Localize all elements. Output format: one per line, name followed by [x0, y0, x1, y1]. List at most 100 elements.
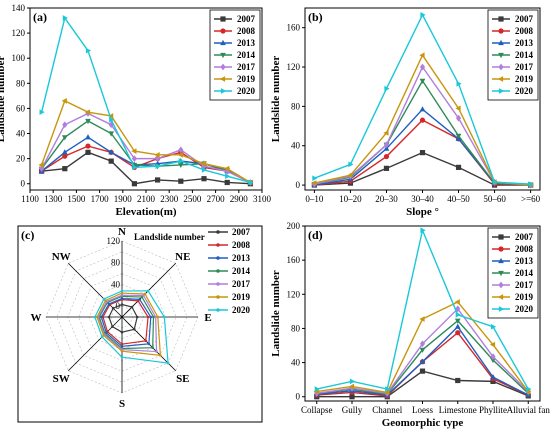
series-2020 — [314, 227, 532, 392]
data-point — [143, 292, 147, 296]
y-tick-label: 40 — [16, 129, 26, 139]
direction-label: NE — [175, 251, 190, 263]
y-axis-label: Landslide number — [270, 270, 282, 357]
series-2020 — [312, 12, 534, 187]
data-point — [138, 298, 141, 301]
legend-marker — [498, 39, 504, 46]
x-tick-label: 40–50 — [447, 194, 470, 204]
legend-marker — [498, 246, 504, 252]
data-point — [120, 297, 124, 300]
data-point — [155, 350, 158, 353]
data-point — [177, 162, 184, 169]
x-tick-label: 1300 — [44, 194, 63, 204]
legend-marker — [220, 28, 226, 34]
panel-label: (b) — [308, 10, 323, 24]
data-point — [419, 347, 426, 353]
series-2014 — [313, 318, 532, 398]
data-point — [131, 155, 137, 163]
data-point — [420, 12, 426, 18]
legend-marker — [216, 230, 220, 234]
y-tick-label: 120 — [287, 289, 301, 299]
radial-tick-label: 40 — [111, 279, 121, 289]
x-tick-label: 2500 — [183, 194, 202, 204]
legend-marker — [498, 28, 504, 34]
data-point — [384, 389, 390, 396]
x-tick-label: 0–10 — [305, 194, 324, 204]
data-point — [85, 47, 92, 54]
series-2007 — [107, 303, 139, 334]
x-tick-label: Channel — [372, 405, 402, 415]
legend-marker — [498, 88, 505, 94]
x-tick-label: Phyllite — [479, 405, 507, 415]
x-tick-label: 30–40 — [411, 194, 434, 204]
data-point — [490, 357, 496, 364]
legend: 2007 2008 2013 2014 2017 2019 2020 — [208, 227, 251, 315]
data-point — [85, 134, 91, 140]
panel-a: 1100 1300 1500 1700 1900 2100 2300 2500 2700 2900… — [0, 3, 272, 218]
legend-marker — [220, 88, 227, 94]
x-tick-label: 2700 — [207, 194, 226, 204]
legend-label: 2020 — [232, 305, 251, 315]
data-point — [131, 148, 137, 154]
legend-label: 2014 — [232, 266, 251, 276]
y-tick-label: 60 — [16, 103, 26, 113]
series-line-2007 — [41, 151, 251, 185]
panel-label: (c) — [21, 228, 34, 242]
data-point — [419, 358, 426, 364]
data-point — [347, 172, 353, 179]
series-line-2014 — [41, 120, 251, 184]
chart-title: Landslide number — [134, 232, 205, 242]
series-line-2019 — [40, 99, 251, 184]
legend-label: 2013 — [515, 38, 534, 48]
radial-tick-label: 120 — [107, 236, 121, 246]
data-point — [455, 164, 462, 170]
data-point — [454, 323, 461, 329]
legend-label: 2007 — [515, 232, 534, 242]
y-tick-label: 120 — [12, 28, 26, 38]
y-tick-label: 160 — [287, 23, 301, 33]
legend-label: 2014 — [237, 50, 256, 60]
legend-label: 2013 — [232, 253, 251, 263]
data-point — [419, 340, 426, 348]
data-point — [132, 327, 136, 331]
x-axis-label: Geomorphic type — [382, 417, 464, 429]
data-point — [419, 52, 425, 59]
legend-label: 2017 — [232, 279, 251, 289]
data-point — [109, 116, 115, 123]
x-tick-label: >=60 — [521, 194, 541, 204]
x-tick-label: Collapse — [301, 405, 333, 415]
y-tick-label: 0 — [296, 180, 301, 190]
data-point — [314, 386, 320, 392]
legend-marker — [498, 234, 504, 240]
data-point — [108, 113, 114, 119]
data-point — [62, 153, 68, 159]
data-point — [225, 173, 231, 180]
x-tick-label: 3100 — [253, 194, 272, 204]
legend-marker — [220, 16, 226, 22]
data-point — [146, 315, 150, 319]
data-point — [120, 345, 124, 348]
legend-box — [487, 227, 539, 319]
series-2013 — [100, 297, 153, 348]
series-2020 — [93, 289, 170, 365]
data-point — [111, 306, 115, 310]
data-point — [166, 361, 170, 365]
legend-marker — [216, 295, 220, 299]
legend-marker — [216, 256, 220, 260]
data-point — [383, 153, 390, 160]
legend-label: 2014 — [515, 268, 534, 278]
data-point — [111, 325, 114, 328]
data-point — [419, 78, 426, 84]
data-point — [155, 177, 161, 183]
legend-marker — [220, 52, 226, 59]
data-point — [120, 355, 124, 359]
legend-marker — [498, 306, 505, 312]
panel-b: 0–10 10–20 20–30 30–40 40–50 50–60 >=60 0 40 80 12… — [270, 7, 541, 218]
data-point — [455, 105, 461, 112]
data-point — [200, 160, 207, 167]
legend: 2007 2008 2013 2014 2017 2019 2020 — [487, 9, 539, 101]
x-tick-label: 50–60 — [483, 194, 506, 204]
data-point — [454, 318, 461, 324]
data-point — [455, 114, 462, 122]
